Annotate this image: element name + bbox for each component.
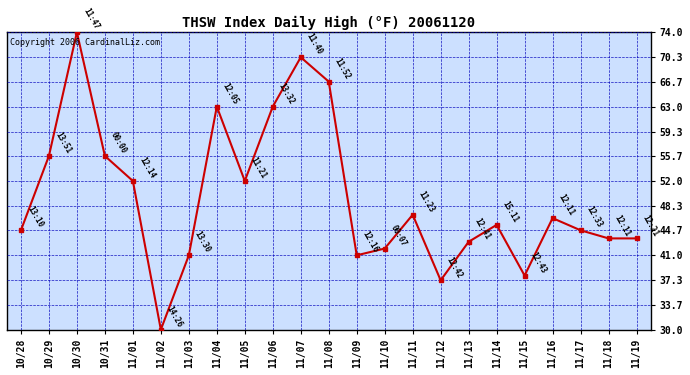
- Text: 12:14: 12:14: [137, 156, 157, 180]
- Text: 12:11: 12:11: [613, 213, 632, 238]
- Text: 11:21: 11:21: [249, 156, 268, 180]
- Text: 12:16: 12:16: [361, 230, 380, 255]
- Text: 11:23: 11:23: [417, 189, 436, 214]
- Text: 00:00: 00:00: [109, 130, 128, 155]
- Text: 11:47: 11:47: [81, 7, 101, 32]
- Text: 12:41: 12:41: [473, 216, 492, 241]
- Text: 00:07: 00:07: [389, 223, 408, 248]
- Text: 12:11: 12:11: [557, 193, 576, 217]
- Text: 13:51: 13:51: [53, 130, 72, 155]
- Text: 12:33: 12:33: [584, 205, 604, 230]
- Text: 12:21: 12:21: [641, 213, 660, 238]
- Text: 15:11: 15:11: [501, 200, 520, 224]
- Title: THSW Index Daily High (°F) 20061120: THSW Index Daily High (°F) 20061120: [182, 15, 475, 30]
- Text: 13:32: 13:32: [277, 81, 296, 106]
- Text: 12:42: 12:42: [445, 255, 464, 279]
- Text: 13:10: 13:10: [25, 205, 44, 230]
- Text: 11:52: 11:52: [333, 56, 353, 81]
- Text: 14:26: 14:26: [165, 304, 184, 329]
- Text: 12:43: 12:43: [529, 250, 548, 275]
- Text: 13:30: 13:30: [193, 230, 213, 255]
- Text: Copyright 2006 CardinalLiz.com: Copyright 2006 CardinalLiz.com: [10, 38, 160, 47]
- Text: 12:05: 12:05: [221, 81, 240, 106]
- Text: 11:40: 11:40: [305, 32, 324, 57]
